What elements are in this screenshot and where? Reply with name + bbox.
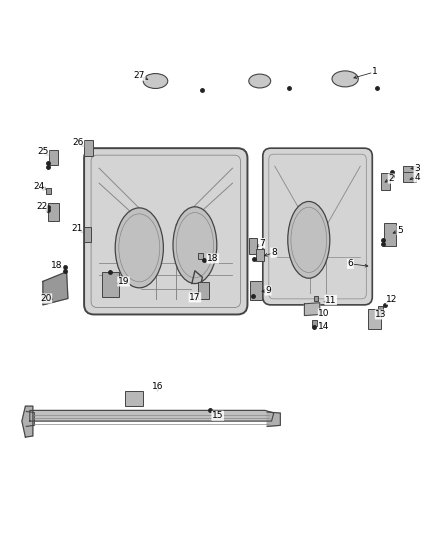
Ellipse shape xyxy=(249,74,271,88)
Ellipse shape xyxy=(288,201,330,278)
Text: 3: 3 xyxy=(414,164,420,173)
Text: 5: 5 xyxy=(397,226,403,235)
Polygon shape xyxy=(43,272,68,305)
Text: 16: 16 xyxy=(152,382,163,391)
Text: 26: 26 xyxy=(72,139,84,147)
Bar xyxy=(378,306,383,312)
Bar xyxy=(249,238,257,254)
Text: 9: 9 xyxy=(265,286,271,295)
Text: 6: 6 xyxy=(347,260,353,268)
Polygon shape xyxy=(267,412,280,426)
Ellipse shape xyxy=(173,207,217,284)
Text: 4: 4 xyxy=(414,173,420,182)
Text: 7: 7 xyxy=(259,239,265,247)
Text: 1: 1 xyxy=(371,68,378,76)
Text: 21: 21 xyxy=(71,224,82,232)
Ellipse shape xyxy=(143,74,168,88)
FancyBboxPatch shape xyxy=(125,391,143,406)
Ellipse shape xyxy=(115,208,163,288)
FancyBboxPatch shape xyxy=(263,148,372,305)
Bar xyxy=(198,253,203,259)
Bar xyxy=(384,223,396,246)
Bar xyxy=(314,296,318,301)
Bar xyxy=(84,140,93,156)
Text: 8: 8 xyxy=(271,248,277,257)
Bar xyxy=(403,166,417,173)
Bar xyxy=(381,173,390,190)
Text: 14: 14 xyxy=(318,322,330,330)
Text: 11: 11 xyxy=(325,296,336,304)
Text: 22: 22 xyxy=(36,203,47,211)
Bar xyxy=(102,272,119,297)
Bar xyxy=(403,172,416,182)
Bar xyxy=(312,320,317,326)
Bar xyxy=(198,282,209,299)
Text: 18: 18 xyxy=(51,261,63,270)
Text: 27: 27 xyxy=(134,71,145,80)
Polygon shape xyxy=(22,406,33,437)
Bar xyxy=(368,309,381,329)
Text: 10: 10 xyxy=(318,309,330,318)
Text: 15: 15 xyxy=(212,411,223,420)
Bar xyxy=(48,203,59,222)
Bar xyxy=(49,150,58,165)
Polygon shape xyxy=(30,410,274,421)
Polygon shape xyxy=(26,411,34,426)
Bar xyxy=(46,188,51,194)
Text: 12: 12 xyxy=(386,295,398,304)
Ellipse shape xyxy=(332,71,358,87)
FancyBboxPatch shape xyxy=(84,148,247,314)
Text: 20: 20 xyxy=(40,294,52,303)
Bar xyxy=(84,227,91,242)
Text: 18: 18 xyxy=(207,254,219,263)
Text: 24: 24 xyxy=(34,182,45,191)
Text: 17: 17 xyxy=(189,293,201,302)
Text: 19: 19 xyxy=(118,277,129,286)
Bar xyxy=(256,249,264,261)
Text: 25: 25 xyxy=(37,148,49,156)
Polygon shape xyxy=(304,303,320,316)
Bar xyxy=(250,281,262,300)
Text: 13: 13 xyxy=(375,310,387,319)
Text: 2: 2 xyxy=(389,174,394,183)
